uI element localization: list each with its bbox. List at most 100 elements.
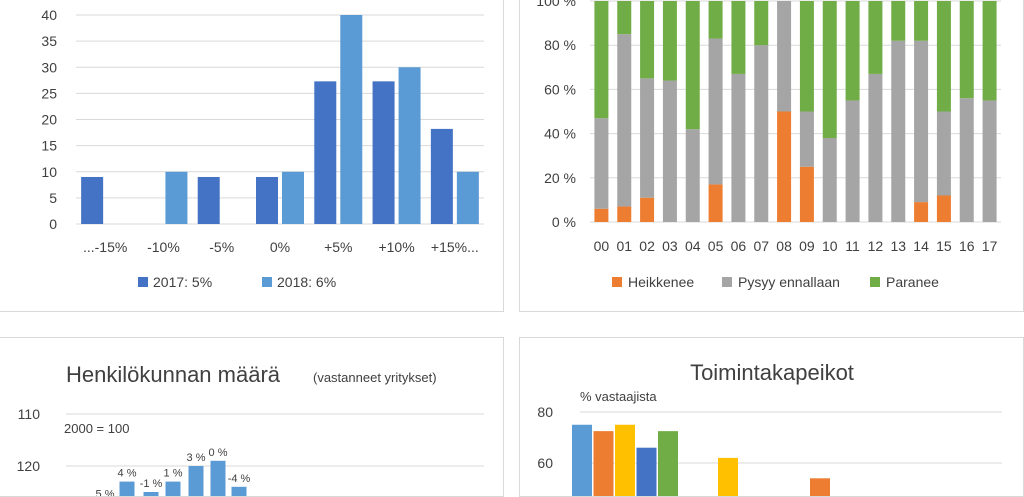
bar-segment-paranee bbox=[685, 1, 700, 130]
bar-segment-paranee bbox=[822, 1, 837, 139]
x-tick-label: ...-15% bbox=[83, 239, 127, 255]
y-tick-label: 110 bbox=[18, 406, 41, 422]
bar bbox=[593, 431, 614, 496]
bar-segment-paranee bbox=[799, 1, 814, 112]
legend-swatch bbox=[722, 277, 732, 287]
x-tick-label: 02 bbox=[639, 238, 655, 254]
bar-series-1 bbox=[81, 176, 104, 224]
bar-segment-pysyy bbox=[868, 73, 883, 223]
data-label: 3 % bbox=[187, 452, 206, 464]
x-tick-label: 17 bbox=[982, 238, 998, 254]
bar-series-1 bbox=[430, 128, 453, 224]
chart-title: Toimintakapeikot bbox=[690, 360, 854, 385]
bar-segment-heikkenee bbox=[708, 184, 723, 222]
bar-segment-paranee bbox=[594, 1, 609, 119]
x-tick-label: +5% bbox=[324, 239, 352, 255]
legend-swatch bbox=[262, 277, 272, 287]
bar-segment-paranee bbox=[891, 1, 906, 41]
bar bbox=[810, 478, 830, 496]
chart-panel-top-left: 0 5 10 15 20 25 30 35 40 ...-15% -10% -5% 0% +5% +10% +… bbox=[0, 0, 504, 312]
bar-segment-paranee bbox=[640, 1, 655, 79]
x-tick-label: 12 bbox=[868, 238, 884, 254]
legend-label: Heikkenee bbox=[628, 274, 694, 290]
bar-segment-pysyy bbox=[708, 38, 723, 185]
x-tick-label: 16 bbox=[959, 238, 975, 254]
x-tick-label: 10 bbox=[822, 238, 838, 254]
x-tick-label: 09 bbox=[799, 238, 815, 254]
x-tick-label: 15 bbox=[936, 238, 952, 254]
bar-segment-paranee bbox=[731, 1, 746, 74]
legend-swatch bbox=[870, 277, 880, 287]
bar-series-1 bbox=[314, 81, 337, 224]
y-tick-label: 25 bbox=[41, 85, 57, 101]
bar-segment-heikkenee bbox=[640, 197, 655, 222]
x-tick-label: 0% bbox=[270, 239, 290, 255]
bar-series-1 bbox=[197, 176, 220, 224]
bar bbox=[636, 447, 657, 496]
legend-label: Pysyy ennallaan bbox=[738, 274, 840, 290]
bar bbox=[143, 492, 159, 496]
y-tick-label: 0 bbox=[49, 216, 57, 232]
bar-segment-pysyy bbox=[982, 100, 997, 222]
bar-segment-pysyy bbox=[731, 73, 746, 223]
y-tick-label: 5 bbox=[49, 190, 57, 206]
bar-segment-heikkenee bbox=[594, 208, 609, 222]
x-tick-label: 14 bbox=[913, 238, 929, 254]
y-tick-label: 60 bbox=[537, 455, 553, 471]
bar-segment-paranee bbox=[754, 1, 769, 46]
y-tick-label: 40 bbox=[41, 7, 57, 23]
data-label: 1 % bbox=[164, 468, 183, 480]
bar-segment-heikkenee bbox=[914, 202, 929, 222]
bar-series-2 bbox=[340, 15, 363, 224]
bar-segment-heikkenee bbox=[777, 111, 792, 222]
bar-segment-paranee bbox=[959, 1, 974, 99]
bar-segment-pysyy bbox=[914, 40, 929, 203]
chart-title-note: (vastanneet yritykset) bbox=[313, 370, 437, 385]
bar-segment-heikkenee bbox=[617, 206, 632, 222]
legend-label: 2018: 6% bbox=[277, 274, 336, 290]
data-label: -1 % bbox=[140, 478, 163, 490]
y-tick-label: 80 bbox=[537, 404, 553, 420]
bar-segment-heikkenee bbox=[936, 195, 951, 222]
bar bbox=[210, 460, 226, 496]
bar-segment-pysyy bbox=[799, 111, 814, 167]
x-tick-label: 06 bbox=[731, 238, 747, 254]
y-tick-label: 20 bbox=[41, 112, 57, 128]
legend-label: 2017: 5% bbox=[153, 274, 212, 290]
data-label: 4 % bbox=[118, 468, 137, 480]
bar-segment-pysyy bbox=[936, 111, 951, 196]
x-tick-label: 00 bbox=[594, 238, 610, 254]
bar-series-2 bbox=[456, 171, 479, 224]
y-tick-label: 100 % bbox=[536, 0, 576, 9]
bar-segment-pysyy bbox=[845, 100, 860, 222]
y-tick-label: 80 % bbox=[544, 37, 576, 53]
bar-segment-paranee bbox=[982, 1, 997, 101]
chart-panel-bottom-left: Henkilökunnan määrä (vastanneet yritykset… bbox=[0, 337, 504, 497]
bar-segment-pysyy bbox=[959, 98, 974, 222]
bar-segment-pysyy bbox=[594, 118, 609, 209]
bar bbox=[231, 486, 247, 496]
bar bbox=[615, 424, 635, 496]
bar-segment-paranee bbox=[845, 1, 860, 101]
x-tick-label: -10% bbox=[147, 239, 180, 255]
chart-stacked-svg: 0 % 20 % 40 % 60 % 80 % 100 % 00 01 02 03 04 05 06 07… bbox=[536, 0, 1001, 290]
y-tick-label: 15 bbox=[41, 138, 57, 154]
data-label: 0 % bbox=[209, 447, 228, 459]
x-tick-label: 08 bbox=[776, 238, 792, 254]
bar-segment-pysyy bbox=[777, 1, 792, 112]
chart-panel-top-right: 0 % 20 % 40 % 60 % 80 % 100 % 00 01 02 03 04 05 06 07… bbox=[519, 0, 1024, 312]
bar bbox=[572, 424, 592, 496]
bar-segment-paranee bbox=[617, 1, 632, 35]
bar-segment-pysyy bbox=[640, 78, 655, 198]
x-tick-label: 01 bbox=[616, 238, 632, 254]
bar-segment-pysyy bbox=[822, 138, 837, 222]
y-tick-label: 60 % bbox=[544, 81, 576, 97]
y-tick-label: 0 % bbox=[552, 214, 576, 230]
chart-staff-svg: Henkilökunnan määrä (vastanneet yritykset… bbox=[17, 362, 484, 496]
bar-segment-pysyy bbox=[685, 129, 700, 222]
bar-segment-pysyy bbox=[891, 40, 906, 222]
bar-segment-pysyy bbox=[662, 80, 677, 222]
bar-segment-pysyy bbox=[754, 45, 769, 223]
bar-series-1 bbox=[372, 81, 395, 224]
index-note: 2000 = 100 bbox=[64, 421, 129, 436]
